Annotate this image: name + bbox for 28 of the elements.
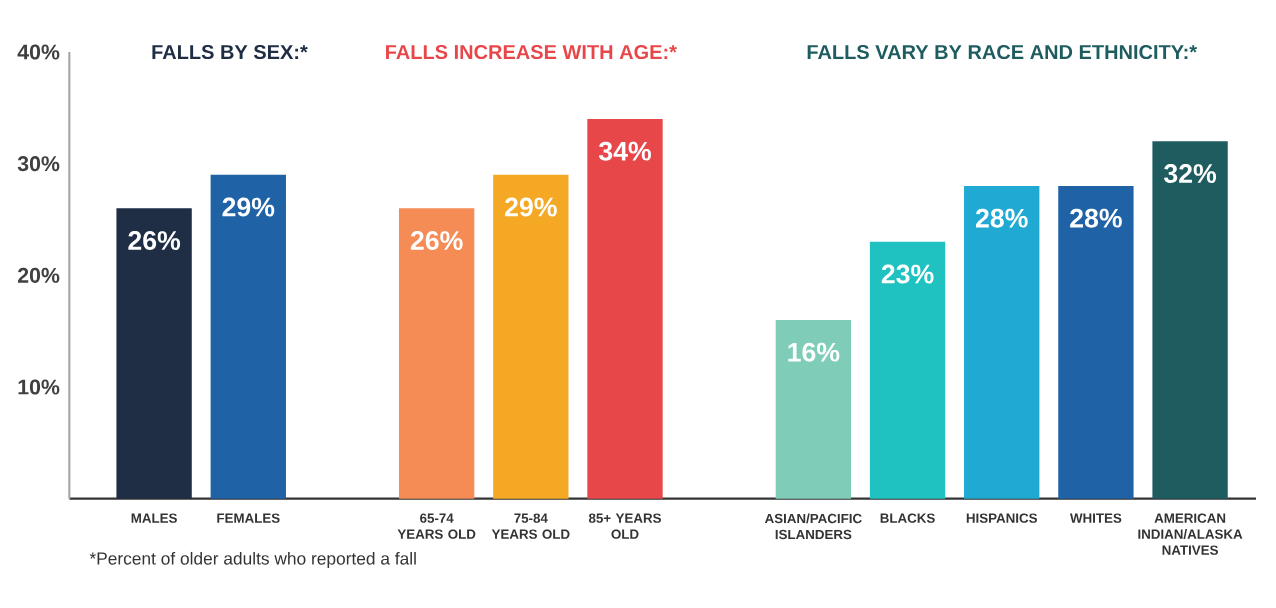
bar [587,119,663,499]
bar [210,174,286,499]
data-label: 32% [1164,164,1217,183]
data-label: 28% [1070,208,1122,228]
bar [1058,186,1134,499]
data-label: 28% [975,208,1028,228]
annotation: FALLS BY SEX:* [152,44,308,60]
y-tick-label: 40% [17,44,60,60]
annotation: FALLS INCREASE WITH AGE:* [386,44,677,60]
annotation: FALLS VARY BY RACE AND ETHNICITY:* [807,44,1198,60]
y-tick-label: 30% [17,156,60,172]
y-tick-label: 20% [17,267,60,283]
text: *Percent of older adults who reported a fall [89,551,416,569]
data-label: 23% [881,264,934,284]
data-label: 26% [128,231,181,250]
bar [775,320,852,499]
bar [116,208,192,499]
data-label: 26% [410,231,463,250]
bar [1152,141,1228,499]
data-label: 29% [222,197,275,217]
data-label: 16% [788,342,840,362]
data-label: 29% [505,197,557,217]
bar [493,174,569,499]
data-label: 34% [598,141,651,161]
bar [869,241,946,499]
bar [964,186,1040,499]
bar [398,208,475,499]
y-tick-label: 10% [18,379,60,395]
